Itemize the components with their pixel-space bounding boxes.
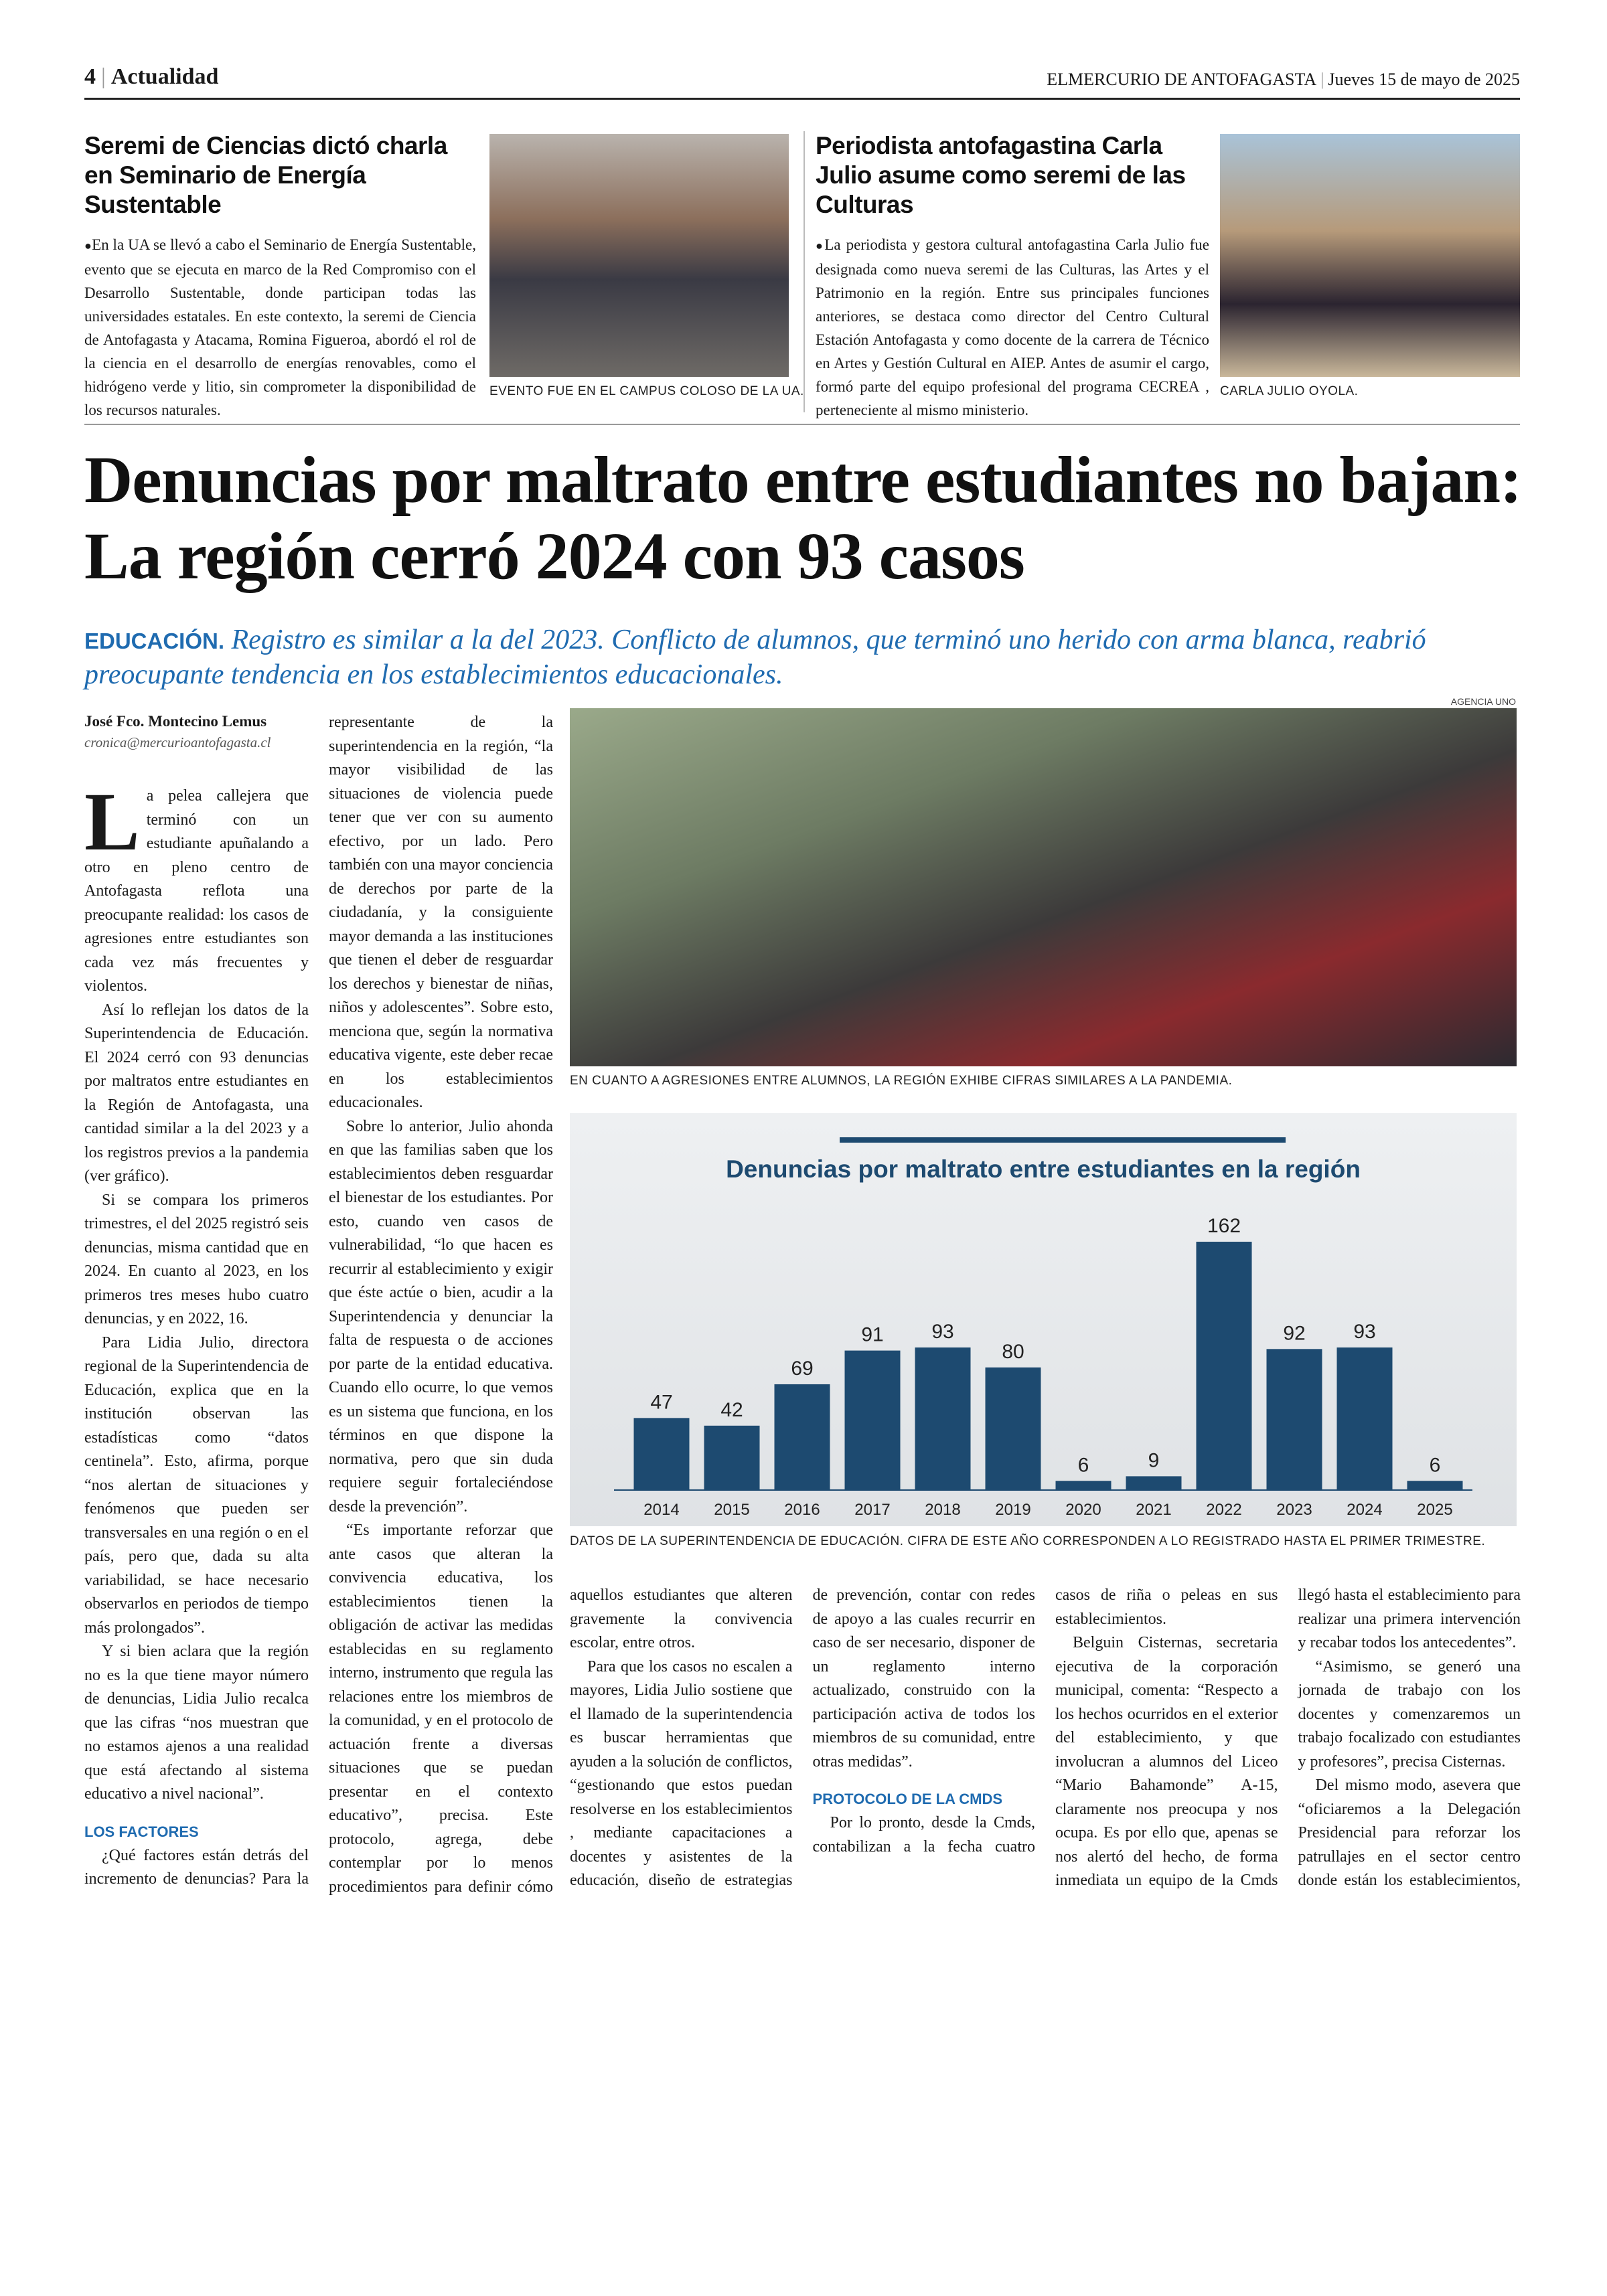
value-label: 162: [1207, 1215, 1241, 1237]
bar: [1055, 1481, 1112, 1490]
subhead: LOS FACTORES: [84, 1823, 199, 1840]
page-number: 4: [84, 64, 96, 89]
headline: Denuncias por maltrato entre estudiantes…: [84, 442, 1522, 593]
value-label: 9: [1148, 1449, 1160, 1471]
article-section: PROTOCOLO DE LA CMDS Por lo pronto, desde…: [813, 1584, 1521, 1905]
photo-caption: EN CUANTO A AGRESIONES ENTRE ALUMNOS, LA…: [570, 1074, 1233, 1088]
date: Jueves 15 de mayo de 2025: [1328, 70, 1520, 89]
bar: [985, 1367, 1041, 1490]
article-section: aquellos estudiantes que alteren graveme…: [570, 1584, 1035, 1905]
photo-caption: EVENTO FUE EN EL CAMPUS COLOSO DE LA UA.: [489, 384, 804, 398]
brief-body: En la UA se llevó a cabo el Seminario de…: [84, 233, 476, 422]
bar: [1266, 1349, 1322, 1490]
section-header: 4 | Actualidad: [84, 64, 219, 89]
section-name: Actualidad: [110, 64, 219, 89]
bar: [1196, 1242, 1252, 1490]
paragraph: Sobre lo anterior, Julio ahonda en que l…: [329, 1117, 553, 1515]
paragraph: “Es importante reforzar que ante casos q…: [329, 1522, 553, 1896]
value-label: 93: [1353, 1321, 1375, 1343]
value-label: 80: [1002, 1341, 1024, 1363]
paragraph: La pelea callejera que terminó con un es…: [84, 776, 309, 995]
bar: [633, 1418, 690, 1490]
bar: [1126, 1476, 1182, 1490]
subhead: PROTOCOLO DE LA CMDS: [812, 1791, 1003, 1807]
photo: [570, 708, 1517, 1066]
value-label: 91: [861, 1324, 883, 1346]
x-tick-label: 2016: [784, 1501, 820, 1519]
paragraph: Del mismo modo, asevera que “oficiaremos…: [1298, 1777, 1521, 1889]
paragraph: Por lo pronto, desde la Cmds, contabiliz…: [812, 1586, 1278, 1856]
value-label: 6: [1430, 1454, 1441, 1476]
paragraph: Así lo reflejan los datos de la Superint…: [84, 1001, 309, 1185]
x-tick-label: 2022: [1206, 1501, 1241, 1519]
x-tick-label: 2018: [925, 1501, 960, 1519]
kicker: EDUCACIÓN.: [84, 629, 225, 653]
deck-text: Registro es similar a la del 2023. Confl…: [84, 625, 1426, 690]
rule: [84, 424, 1520, 425]
article-body: José Fco. Montecino Lemus cronica@mercur…: [84, 711, 553, 1902]
brief-title: Periodista antofagastina Carla Julio asu…: [816, 132, 1186, 218]
photo-caption: CARLA JULIO OYOLA.: [1220, 384, 1359, 398]
photo-credit: AGENCIA UNO: [1450, 696, 1516, 707]
bar: [915, 1347, 971, 1490]
bar: [1407, 1481, 1463, 1490]
x-tick-label: 2017: [854, 1501, 890, 1519]
author: José Fco. Montecino Lemus: [84, 713, 267, 730]
value-label: 42: [720, 1399, 743, 1421]
paragraph: Belguin Cisternas, secretaria ejecutiva …: [1055, 1586, 1521, 1889]
brief-title: Seremi de Ciencias dictó charla en Semin…: [84, 132, 447, 218]
article-section: La pelea callejera que terminó con un es…: [84, 776, 309, 1807]
author-email: cronica@mercurioantofagasta.cl: [84, 734, 271, 750]
photo: [489, 134, 789, 377]
value-label: 92: [1283, 1322, 1305, 1344]
paragraph: Para Lidia Julio, directora regional de …: [84, 1333, 309, 1637]
deck: EDUCACIÓN. Registro es similar a la del …: [84, 623, 1524, 692]
paragraph: Para que los casos no escalen a mayores,…: [570, 1586, 1035, 1889]
x-tick-label: 2015: [714, 1501, 749, 1519]
brief: Periodista antofagastina Carla Julio asu…: [816, 131, 1209, 422]
x-tick-label: 2020: [1065, 1501, 1101, 1519]
bar: [774, 1384, 830, 1490]
photo: [1220, 134, 1520, 377]
value-label: 93: [931, 1321, 953, 1343]
bar: [704, 1425, 760, 1490]
value-label: 6: [1078, 1454, 1089, 1476]
article-body: aquellos estudiantes que alteren graveme…: [570, 1584, 1521, 1905]
paragraph: Y si bien aclara que la región no es la …: [84, 1643, 309, 1803]
x-tick-label: 2024: [1347, 1501, 1382, 1519]
value-label: 69: [791, 1358, 813, 1380]
paragraph: “Asimismo, se generó una jornada de trab…: [1298, 1657, 1521, 1771]
brief: Seremi de Ciencias dictó charla en Semin…: [84, 131, 476, 422]
x-tick-label: 2019: [995, 1501, 1030, 1519]
x-tick-label: 2025: [1417, 1501, 1452, 1519]
masthead: ELMERCURIO DE ANTOFAGASTA | Jueves 15 de m…: [1047, 70, 1520, 89]
rule: [84, 98, 1520, 100]
bar: [1336, 1347, 1393, 1490]
bar: [844, 1350, 901, 1490]
divider: [804, 131, 805, 412]
article-section: LOS FACTORES ¿Qué factores están detrás d…: [84, 711, 553, 1902]
paragraph: Si se compara los primeros trimestres, e…: [84, 1191, 309, 1328]
chart-title: Denuncias por maltrato entre estudiantes…: [726, 1155, 1361, 1183]
x-tick-label: 2021: [1136, 1501, 1171, 1519]
paragraph: ¿Qué factores están detrás del increment…: [84, 714, 553, 1888]
paper-name: ELMERCURIO DE ANTOFAGASTA: [1047, 70, 1317, 89]
x-tick-label: 2014: [643, 1501, 679, 1519]
brief-body: La periodista y gestora cultural antofag…: [816, 233, 1209, 422]
chart: Denuncias por maltrato entre estudiantes…: [570, 1113, 1517, 1526]
paragraph: aquellos estudiantes que alteren graveme…: [570, 1586, 793, 1651]
chart-caption: DATOS DE LA SUPERINTENDENCIA DE EDUCACIÓ…: [570, 1534, 1486, 1548]
x-tick-label: 2023: [1276, 1501, 1312, 1519]
title-bar: [840, 1137, 1286, 1143]
value-label: 47: [650, 1391, 672, 1413]
